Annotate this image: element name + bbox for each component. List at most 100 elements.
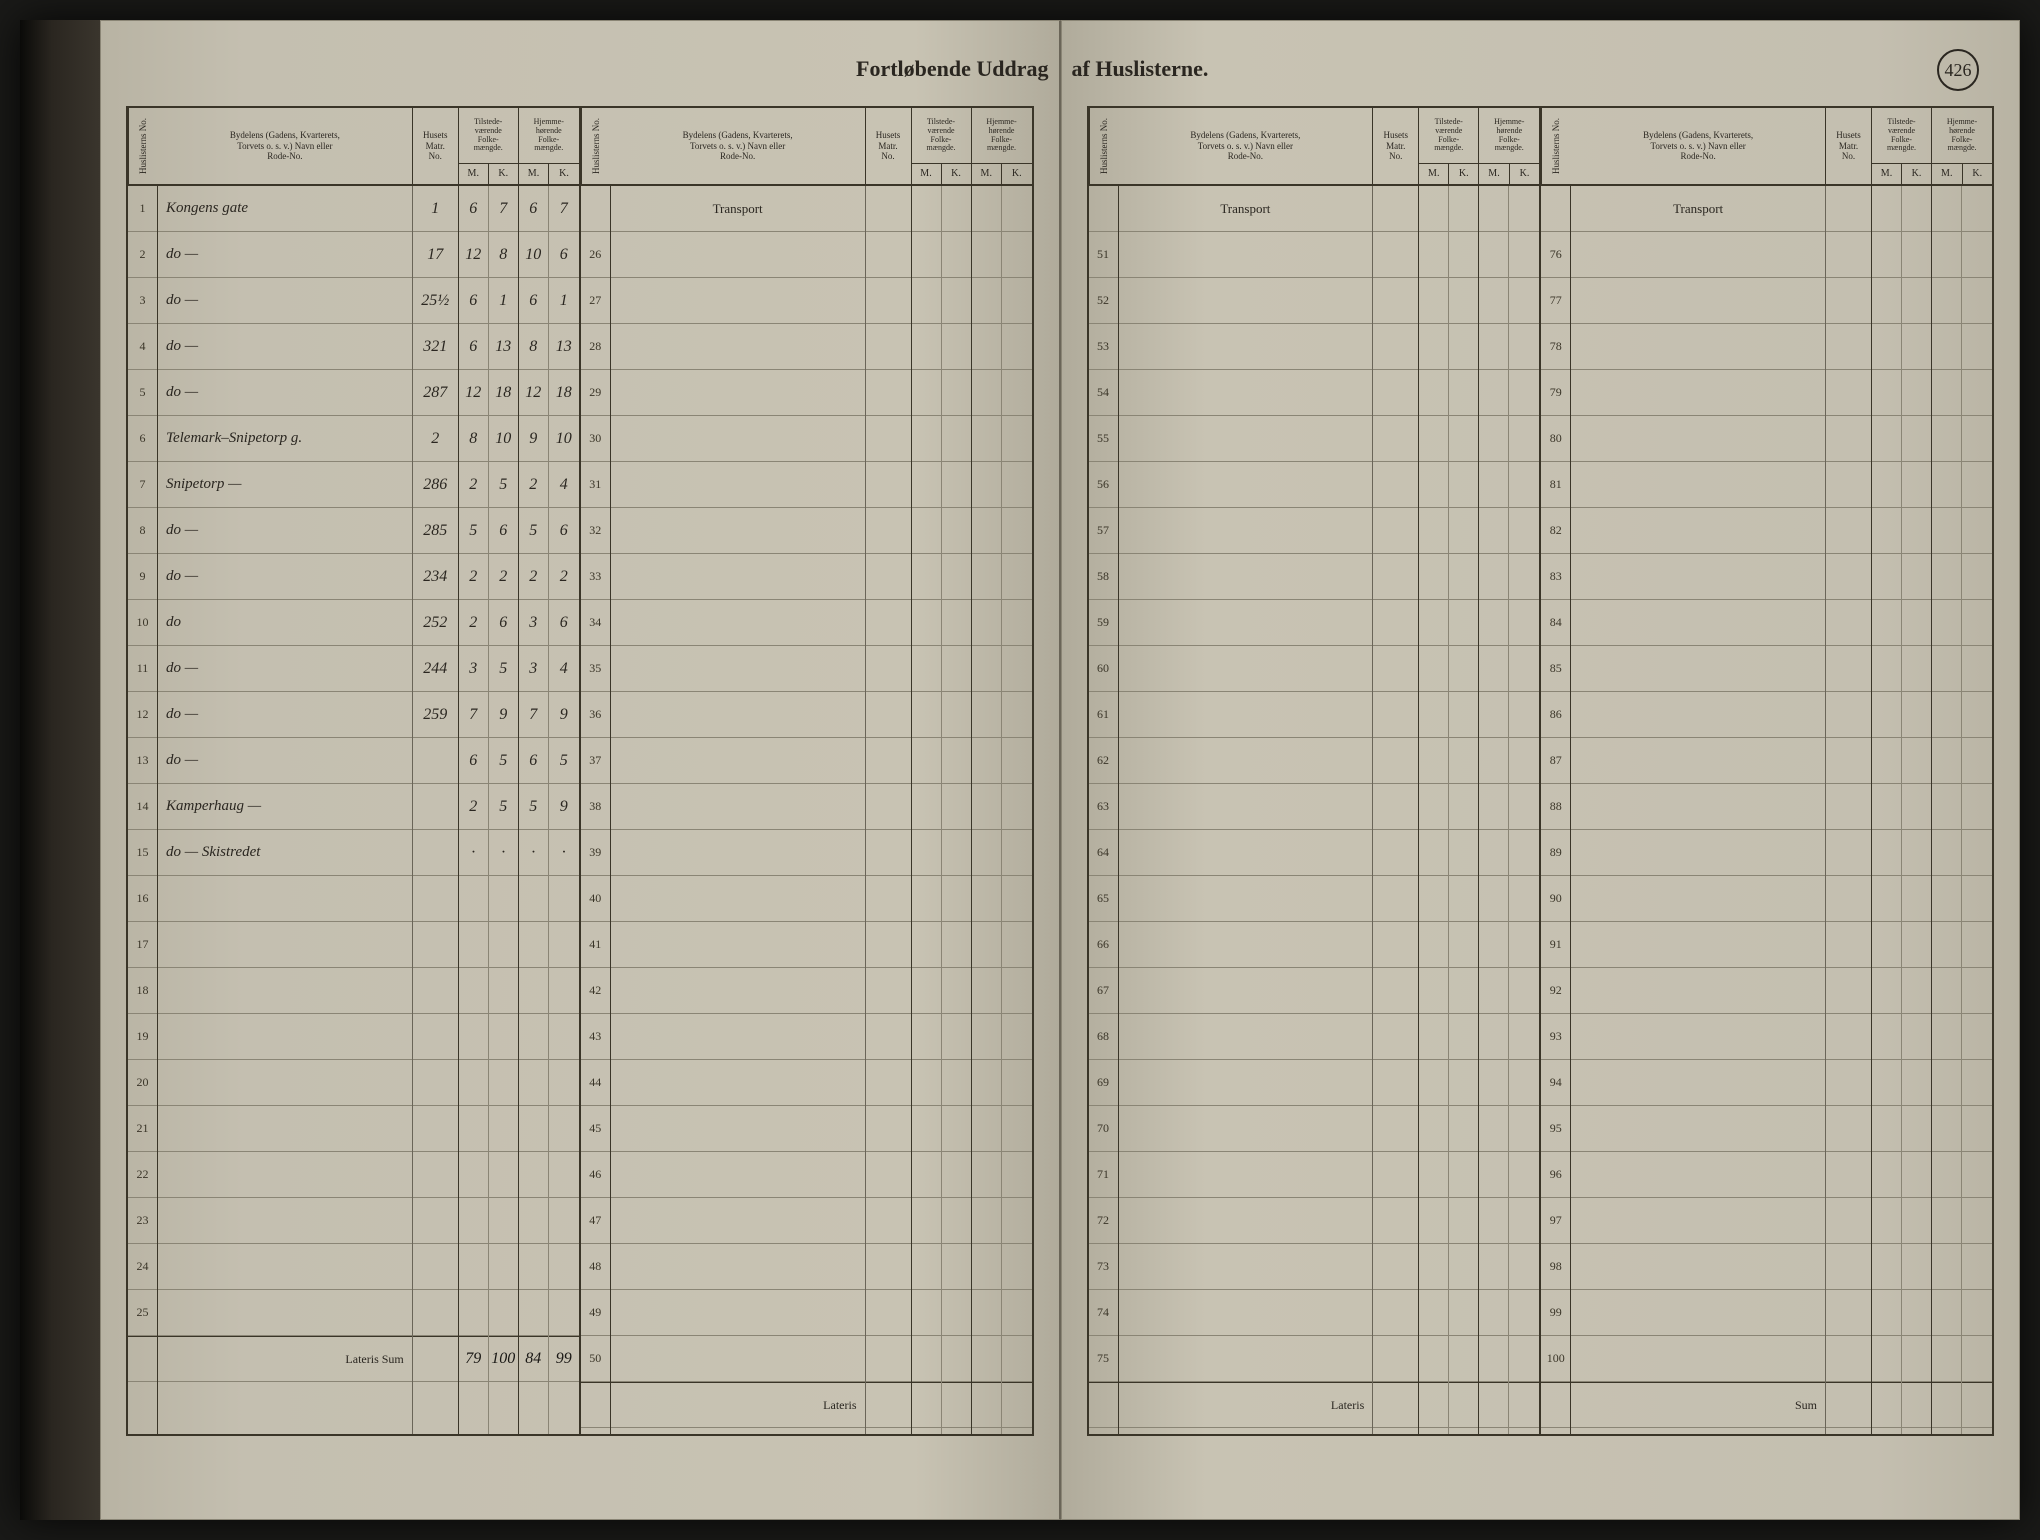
street-name	[1119, 232, 1373, 278]
street-name	[1571, 1198, 1825, 1244]
col-header-matr: HusetsMatr.No.	[1826, 108, 1872, 184]
tilstede-k: 8	[489, 232, 518, 278]
tilstede-m	[1872, 1060, 1901, 1106]
lateris-hm	[1479, 1382, 1508, 1428]
matr-no	[866, 922, 911, 968]
row-number: 6	[128, 416, 157, 462]
matr-no	[1826, 922, 1871, 968]
hjemme-m	[972, 1106, 1001, 1152]
street-name	[1119, 1014, 1373, 1060]
street-name	[611, 922, 865, 968]
matr-no	[1826, 324, 1871, 370]
tilstede-m: 12	[459, 370, 488, 416]
hjemme-k	[1509, 692, 1539, 738]
matr-no	[413, 1106, 458, 1152]
tilstede-k	[942, 278, 971, 324]
street-name	[158, 922, 412, 968]
matr-no	[1373, 554, 1418, 600]
street-name: do —	[158, 232, 412, 278]
hjemme-k: 1	[549, 278, 579, 324]
street-name	[1571, 416, 1825, 462]
hjemme-m	[1479, 232, 1508, 278]
matr-no	[1373, 830, 1418, 876]
hjemme-m	[1932, 738, 1961, 784]
tilstede-m: 6	[459, 324, 488, 370]
street-name	[611, 416, 865, 462]
tilstede-k	[1449, 462, 1478, 508]
tilstede-m: 2	[459, 600, 488, 646]
street-name	[1119, 1336, 1373, 1382]
street-name	[1119, 554, 1373, 600]
row-number: 87	[1541, 738, 1570, 784]
col-header-matr: HusetsMatr.No.	[413, 108, 459, 184]
tilstede-k	[1449, 1336, 1478, 1382]
row-number: 88	[1541, 784, 1570, 830]
tilstede-m	[1419, 1060, 1448, 1106]
row-number: 48	[581, 1244, 610, 1290]
tilstede-m	[912, 1152, 941, 1198]
hjemme-m	[519, 922, 548, 968]
hjemme-m	[1479, 324, 1508, 370]
hjemme-m: ·	[519, 830, 548, 876]
matr-no: 2	[413, 416, 458, 462]
street-name: Snipetorp —	[158, 462, 412, 508]
hjemme-m	[1479, 1198, 1508, 1244]
tilstede-m	[1872, 508, 1901, 554]
street-name	[1119, 692, 1373, 738]
hjemme-k	[549, 1198, 579, 1244]
tilstede-m: 6	[459, 186, 488, 232]
street-name: Kamperhaug —	[158, 784, 412, 830]
hjemme-k	[1962, 738, 1992, 784]
transport-cell	[1826, 186, 1871, 232]
transport-cell	[866, 186, 911, 232]
tilstede-m	[1419, 324, 1448, 370]
hjemme-k	[1962, 646, 1992, 692]
street-name	[611, 554, 865, 600]
hjemme-m	[1479, 922, 1508, 968]
matr-no	[866, 646, 911, 692]
lateris-blank	[128, 1336, 157, 1382]
tilstede-m	[912, 370, 941, 416]
tilstede-k	[1902, 324, 1931, 370]
hjemme-k	[549, 1152, 579, 1198]
tilstede-k	[1902, 370, 1931, 416]
street-name	[611, 278, 865, 324]
street-name	[611, 232, 865, 278]
street-name	[1119, 600, 1373, 646]
hjemme-m	[1479, 830, 1508, 876]
row-number: 4	[128, 324, 157, 370]
hjemme-k	[1962, 876, 1992, 922]
street-name	[611, 830, 865, 876]
street-name: Telemark–Snipetorp g.	[158, 416, 412, 462]
street-name	[1119, 646, 1373, 692]
hjemme-k	[549, 968, 579, 1014]
tilstede-m	[459, 1106, 488, 1152]
hjemme-m: 6	[519, 738, 548, 784]
matr-no	[1826, 1244, 1871, 1290]
hjemme-k	[1962, 324, 1992, 370]
transport-cell	[1509, 186, 1539, 232]
row-number: 40	[581, 876, 610, 922]
col-header-bydel: Bydelens (Gadens, Kvarterets,Torvets o. …	[158, 108, 413, 184]
row-number: 25	[128, 1290, 157, 1336]
street-name	[158, 1198, 412, 1244]
tilstede-m	[1419, 784, 1448, 830]
tilstede-k	[1902, 784, 1931, 830]
hjemme-k	[1962, 1244, 1992, 1290]
tilstede-k	[1902, 646, 1931, 692]
lateris-label: Lateris	[1119, 1382, 1373, 1428]
row-number: 15	[128, 830, 157, 876]
section-header: Huslisterns No. Bydelens (Gadens, Kvarte…	[1541, 108, 1992, 186]
section-body: 2627282930313233343536373839404142434445…	[581, 186, 1032, 1434]
tilstede-m: 2	[459, 784, 488, 830]
row-number: 19	[128, 1014, 157, 1060]
hjemme-k	[1962, 1014, 1992, 1060]
tilstede-k	[1449, 922, 1478, 968]
row-number: 43	[581, 1014, 610, 1060]
row-number: 12	[128, 692, 157, 738]
tilstede-k	[489, 968, 518, 1014]
tilstede-k	[1449, 1106, 1478, 1152]
hjemme-m: 10	[519, 232, 548, 278]
street-name	[1571, 554, 1825, 600]
lateris-label: Lateris	[611, 1382, 865, 1428]
